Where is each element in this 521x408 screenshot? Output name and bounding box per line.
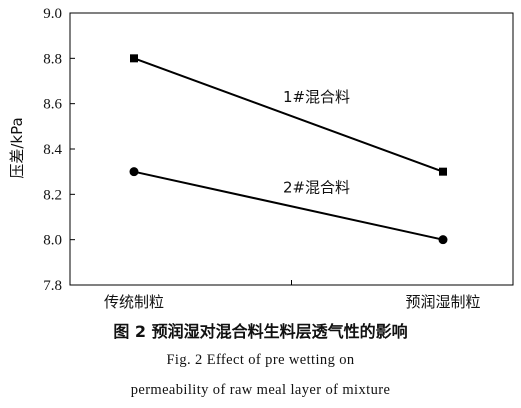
y-tick-label: 8.4 xyxy=(43,142,62,158)
figure-caption-english-line1: Fig. 2 Effect of pre wetting on xyxy=(166,352,355,368)
line-chart: 7.8 8.0 8.2 8.4 8.6 8.8 9.0 传统制粒 预润湿制粒 1#混合料 2#混… xyxy=(8,6,514,311)
x-axis-ticks: 传统制粒 预润湿制粒 xyxy=(104,280,481,311)
y-tick-label: 9.0 xyxy=(43,6,62,22)
y-tick-label: 8.0 xyxy=(43,233,62,249)
y-tick-label: 8.2 xyxy=(43,187,62,203)
plot-frame xyxy=(69,12,514,286)
y-tick-label: 8.6 xyxy=(43,97,62,113)
data-point-circle xyxy=(438,235,448,245)
axes xyxy=(69,12,514,286)
series-line xyxy=(133,170,444,241)
series-layer: 1#混合料 2#混合料 xyxy=(129,54,448,245)
data-point-square xyxy=(130,54,138,63)
y-tick-label: 7.8 xyxy=(43,278,62,294)
series-1: 1#混合料 xyxy=(130,54,447,176)
x-category-label: 传统制粒 xyxy=(104,293,164,311)
x-category-label: 预润湿制粒 xyxy=(405,293,480,311)
data-point-square xyxy=(439,167,447,176)
y-tick-label: 8.8 xyxy=(43,51,62,67)
series-2: 2#混合料 xyxy=(129,167,448,245)
y-axis-ticks: 7.8 8.0 8.2 8.4 8.6 8.8 9.0 xyxy=(43,6,75,294)
series-label: 2#混合料 xyxy=(283,179,350,197)
y-axis-label: 压差/kPa xyxy=(8,117,26,178)
series-label: 1#混合料 xyxy=(283,88,350,106)
series-line xyxy=(133,57,444,173)
data-point-circle xyxy=(129,167,139,177)
figure-caption-english-line2: permeability of raw meal layer of mixtur… xyxy=(130,382,391,398)
figure-caption-chinese: 图 2 预润湿对混合料生料层透气性的影响 xyxy=(113,322,408,341)
